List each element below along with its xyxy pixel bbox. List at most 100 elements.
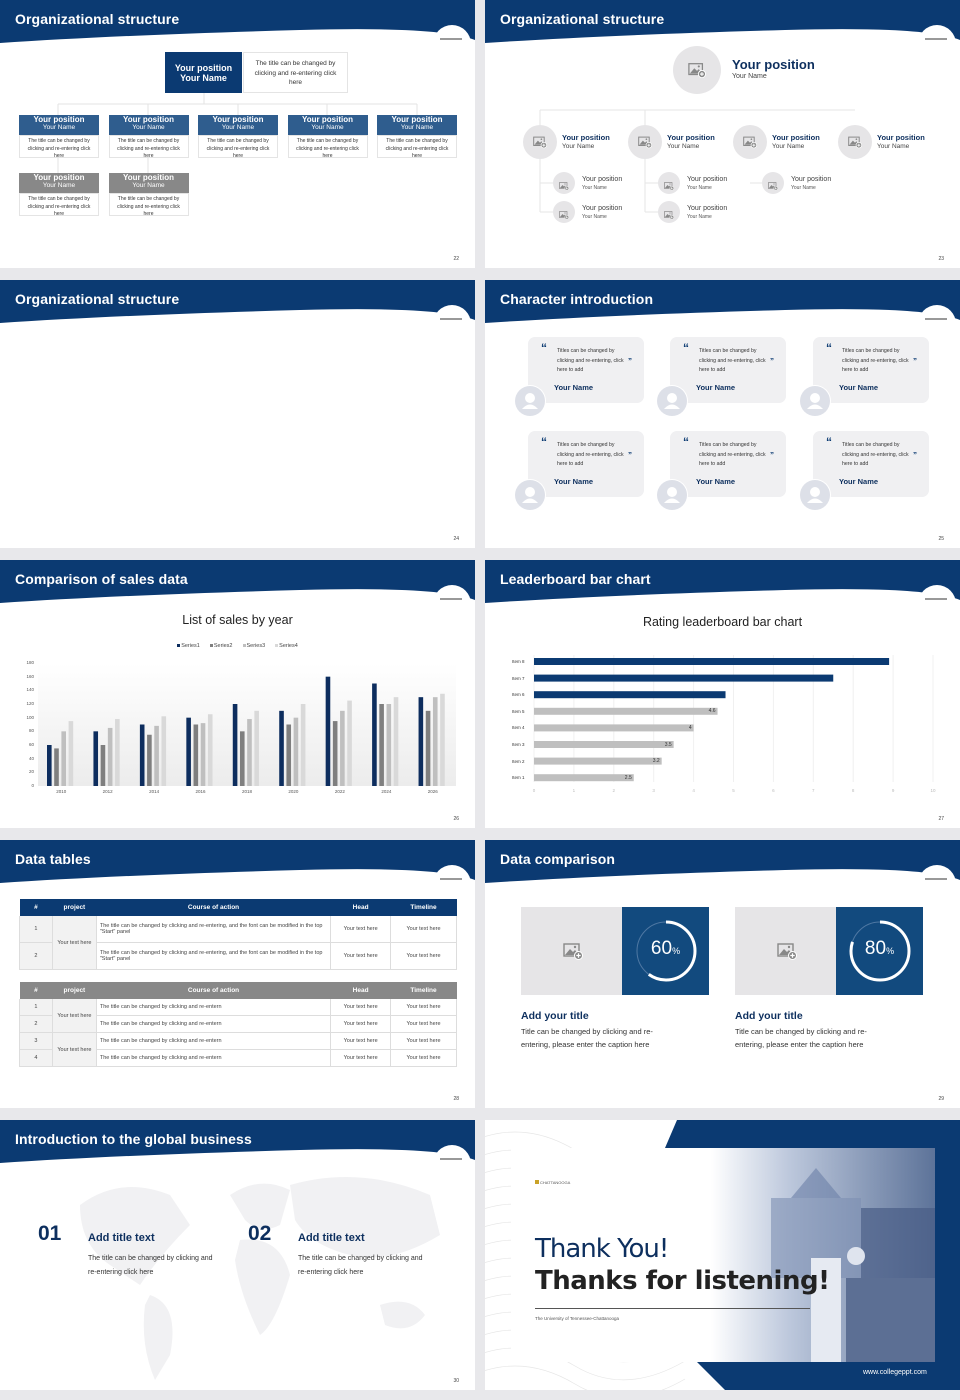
character-card[interactable] — [813, 337, 929, 403]
avatar[interactable] — [553, 172, 575, 194]
slide-24[interactable]: Organizational structure24CEOYoue NameYo… — [0, 280, 475, 548]
avatar[interactable] — [658, 201, 680, 223]
slide-title: Data tables — [15, 851, 91, 867]
slide-23[interactable]: Organizational structure 23 Your position Y… — [485, 0, 960, 268]
y-tick-label: 120 — [26, 701, 34, 706]
image-placeholder-icon[interactable] — [688, 61, 706, 79]
x-tick-label: 10 — [930, 788, 936, 793]
character-card[interactable] — [528, 337, 644, 403]
org-card[interactable]: Your position Your Name The title can be c… — [377, 115, 457, 159]
image-placeholder-icon[interactable] — [559, 207, 569, 220]
slide-header — [0, 560, 475, 623]
name-label: Your Name — [221, 124, 255, 131]
plot-area — [38, 663, 456, 786]
bar — [293, 717, 299, 786]
timeline-cell: Your text here — [390, 1015, 457, 1033]
avatar[interactable] — [733, 125, 767, 159]
image-placeholder-icon[interactable] — [563, 941, 583, 961]
image-placeholder-icon[interactable] — [848, 135, 862, 149]
slide-25[interactable]: Character introduction 25 “ Titles can be c… — [485, 280, 960, 548]
legend-item: Series1 — [177, 643, 200, 649]
name-label: Your Name — [772, 143, 805, 150]
avatar[interactable] — [838, 125, 872, 159]
image-placeholder-icon[interactable] — [743, 135, 757, 149]
avatar[interactable] — [553, 201, 575, 223]
avatar[interactable] — [523, 125, 557, 159]
name-label: Your Name — [562, 143, 595, 150]
bar — [115, 719, 120, 786]
slide-31[interactable]: CHATTANOOGA Thank You! Thanks for listenin… — [485, 1120, 960, 1390]
university-name: The University of Tennessee-Chattanooga — [535, 1316, 619, 1321]
image-placeholder-icon[interactable] — [533, 135, 547, 149]
bar — [386, 704, 392, 786]
row-number: 1 — [19, 998, 53, 1016]
data-label: 3.2 — [652, 758, 660, 765]
timeline-cell: Your text here — [390, 1049, 457, 1067]
position-label: Your position — [582, 205, 623, 212]
table-row[interactable]: 1 Your text here The title can be changed … — [19, 915, 457, 970]
org-card[interactable]: Your position Your Name The title can be c… — [108, 173, 189, 217]
image-placeholder-icon[interactable] — [777, 941, 797, 961]
card-description: The title can be changed by clicking and… — [19, 135, 99, 159]
y-tick-label: 180 — [26, 660, 34, 665]
character-card[interactable] — [528, 431, 644, 497]
action-cell: The title can be changed by clicking and… — [95, 942, 332, 970]
position-label: Your position — [667, 133, 715, 142]
slide-header — [0, 840, 475, 903]
org-card[interactable]: Your position Your Name The title can be c… — [19, 173, 99, 217]
y-tick-label: Item 7 — [512, 675, 525, 681]
progress-ring — [622, 907, 709, 995]
slide-30[interactable]: Introduction to the global business 30 01 A… — [0, 1120, 475, 1390]
table-row[interactable]: 1 Your text here The title can be changed … — [19, 998, 457, 1033]
column-header: Course of action — [187, 903, 240, 911]
chart-title: List of sales by year — [182, 613, 293, 627]
image-placeholder-icon[interactable] — [559, 178, 569, 191]
character-card[interactable] — [670, 431, 786, 497]
table-row[interactable]: 3 Your text here The title can be changed … — [19, 1032, 457, 1067]
top-position-box[interactable]: Your position Your Name — [165, 52, 242, 93]
chart-legend: Series1 Series2 Series3 Series4 — [0, 643, 475, 649]
card-description: The title can be changed by clicking and… — [108, 193, 189, 217]
avatar[interactable] — [658, 172, 680, 194]
org-card[interactable]: Your position Your Name The title can be c… — [19, 115, 99, 159]
slide-28[interactable]: Data tables 28 # project Course of action Hea… — [0, 840, 475, 1108]
percent-value: 60% — [622, 938, 709, 960]
thanks-heading: Thanks for listening! — [535, 1266, 830, 1296]
avatar[interactable] — [628, 125, 662, 159]
slide-title: Organizational structure — [15, 11, 180, 27]
name-label: Your Name — [877, 143, 910, 150]
bar — [332, 721, 338, 786]
slide-27[interactable]: Leaderboard bar chart 27 Rating leaderboar… — [485, 560, 960, 828]
percent-value: 80% — [836, 938, 923, 960]
person-name: Your Name — [696, 477, 736, 486]
org-card[interactable]: Your position Your Name The title can be c… — [108, 115, 189, 159]
avatar[interactable] — [673, 46, 721, 94]
name-label: Your Name — [667, 143, 700, 150]
position-label: Your position — [174, 63, 233, 73]
data-label: 2.5 — [624, 774, 632, 781]
avatar[interactable] — [762, 172, 784, 194]
image-placeholder-icon[interactable] — [768, 178, 778, 191]
x-tick-label: 2012 — [102, 789, 113, 794]
image-placeholder-icon[interactable] — [664, 207, 674, 220]
table-row[interactable]: 4 The title can be changed by clicking an… — [19, 1049, 457, 1067]
column-header: Course of action — [187, 986, 240, 994]
person-name: Your Name — [839, 383, 879, 392]
image-placeholder-icon[interactable] — [664, 178, 674, 191]
item-caption: Title can be changed by clicking and re-… — [521, 1027, 653, 1049]
slide-title: Leaderboard bar chart — [500, 571, 651, 587]
quote-open-icon: “ — [683, 435, 689, 449]
slide-22[interactable]: Organizational structure 22 Your position Y… — [0, 0, 475, 268]
position-label: Your position — [687, 205, 728, 212]
page-number: 28 — [453, 1096, 459, 1102]
image-placeholder-icon[interactable] — [638, 135, 652, 149]
character-card[interactable] — [670, 337, 786, 403]
slide-29[interactable]: Data comparison 29 60% Add your title Title … — [485, 840, 960, 1108]
slide-26[interactable]: Comparison of sales data 26 List of sales … — [0, 560, 475, 828]
character-card[interactable] — [813, 431, 929, 497]
org-card[interactable]: Your position Your Name The title can be c… — [198, 115, 278, 159]
top-position: Your position — [732, 57, 815, 72]
table-row[interactable]: 2 The title can be changed by clicking an… — [19, 942, 457, 970]
org-card[interactable]: Your position Your Name The title can be c… — [287, 115, 368, 159]
position-label: Your position — [772, 133, 820, 142]
